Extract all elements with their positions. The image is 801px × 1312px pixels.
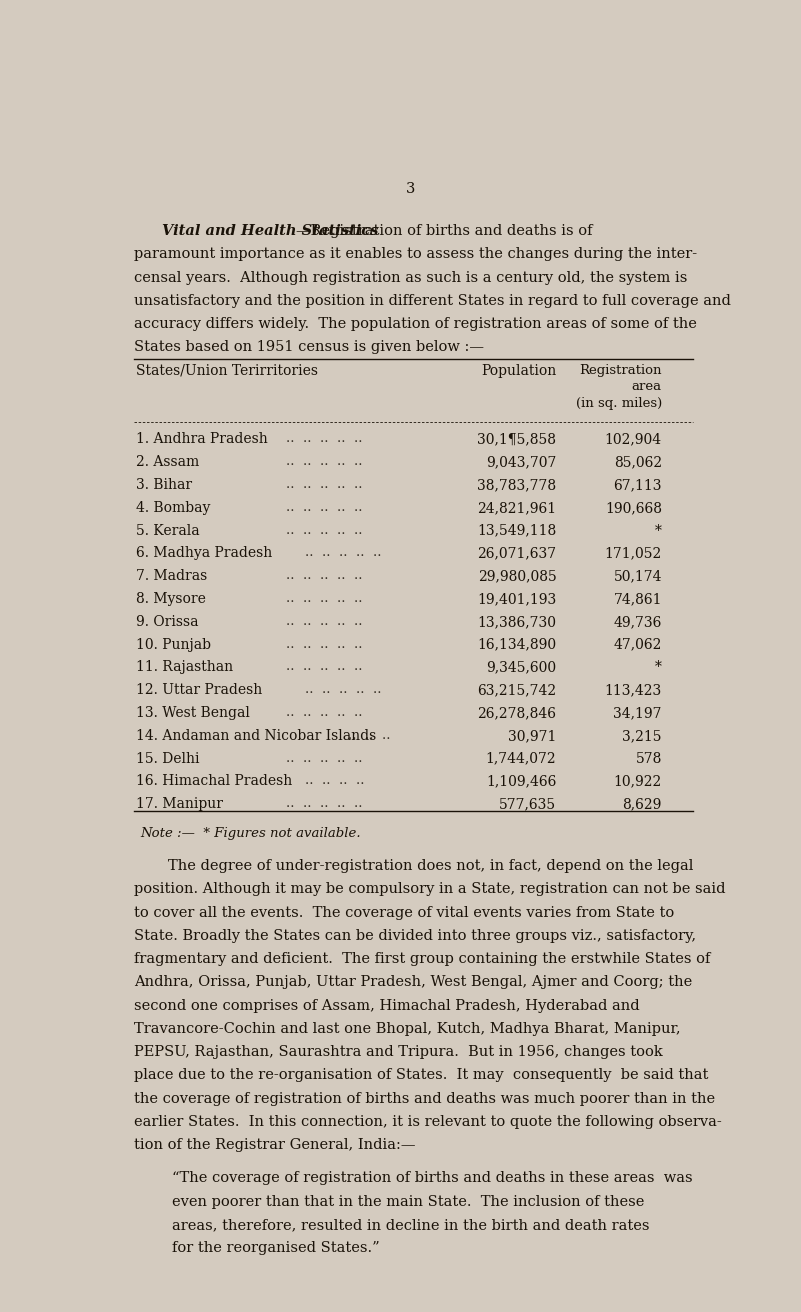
Text: 67,113: 67,113: [614, 478, 662, 492]
Text: the coverage of registration of births and deaths was much poorer than in the: the coverage of registration of births a…: [135, 1092, 715, 1106]
Text: ..  ..  ..  ..  ..: .. .. .. .. ..: [286, 798, 363, 811]
Text: *: *: [655, 523, 662, 538]
Text: to cover all the events.  The coverage of vital events varies from State to: to cover all the events. The coverage of…: [135, 905, 674, 920]
Text: earlier States.  In this connection, it is relevant to quote the following obser: earlier States. In this connection, it i…: [135, 1115, 722, 1128]
Text: ..  ..  ..  ..  ..: .. .. .. .. ..: [286, 455, 363, 468]
Text: 4. Bombay: 4. Bombay: [136, 501, 211, 514]
Text: ..  ..  ..  ..  ..: .. .. .. .. ..: [286, 660, 363, 673]
Text: ..  ..  ..  ..: .. .. .. ..: [305, 774, 364, 787]
Text: *: *: [655, 660, 662, 674]
Text: 15. Delhi: 15. Delhi: [136, 752, 199, 766]
Text: The degree of under-registration does not, in fact, depend on the legal: The degree of under-registration does no…: [168, 859, 694, 874]
Text: ..  ..  ..  ..  ..: .. .. .. .. ..: [286, 501, 363, 514]
Text: 17. Manipur: 17. Manipur: [136, 798, 223, 811]
Text: tion of the Registrar General, India:—: tion of the Registrar General, India:—: [135, 1138, 416, 1152]
Text: Vital and Health Statistics: Vital and Health Statistics: [162, 224, 379, 237]
Text: 113,423: 113,423: [605, 684, 662, 697]
Text: censal years.  Although registration as such is a century old, the system is: censal years. Although registration as s…: [135, 270, 687, 285]
Text: ..  ..  ..  ..  ..: .. .. .. .. ..: [286, 478, 363, 491]
Text: States/Union Terirritories: States/Union Terirritories: [136, 363, 318, 378]
Text: ..  ..  ..  ..  ..: .. .. .. .. ..: [286, 592, 363, 605]
Text: 19,401,193: 19,401,193: [477, 592, 557, 606]
Text: ..  ..  ..  ..  ..: .. .. .. .. ..: [305, 684, 381, 697]
Text: 3,215: 3,215: [622, 729, 662, 743]
Text: 50,174: 50,174: [614, 569, 662, 584]
Text: ..  ..  ..  ..  ..: .. .. .. .. ..: [286, 615, 363, 628]
Text: 2. Assam: 2. Assam: [136, 455, 199, 470]
Text: 1,109,466: 1,109,466: [486, 774, 557, 789]
Text: second one comprises of Assam, Himachal Pradesh, Hyderabad and: second one comprises of Assam, Himachal …: [135, 998, 640, 1013]
Text: 47,062: 47,062: [614, 638, 662, 652]
Text: 10,922: 10,922: [614, 774, 662, 789]
Text: 13,549,118: 13,549,118: [477, 523, 557, 538]
Text: 38,783,778: 38,783,778: [477, 478, 557, 492]
Text: 13,386,730: 13,386,730: [477, 615, 557, 628]
Text: 26,278,846: 26,278,846: [477, 706, 557, 720]
Text: ..  ..  ..  ..  ..: .. .. .. .. ..: [286, 569, 363, 583]
Text: 3. Bihar: 3. Bihar: [136, 478, 192, 492]
Text: 5. Kerala: 5. Kerala: [136, 523, 199, 538]
Text: 9. Orissa: 9. Orissa: [136, 615, 199, 628]
Text: 63,215,742: 63,215,742: [477, 684, 557, 697]
Text: Travancore-Cochin and last one Bhopal, Kutch, Madhya Bharat, Manipur,: Travancore-Cochin and last one Bhopal, K…: [135, 1022, 681, 1036]
Text: PEPSU, Rajasthan, Saurashtra and Tripura.  But in 1956, changes took: PEPSU, Rajasthan, Saurashtra and Tripura…: [135, 1046, 663, 1059]
Text: 74,861: 74,861: [614, 592, 662, 606]
Text: 171,052: 171,052: [605, 546, 662, 560]
Text: Andhra, Orissa, Punjab, Uttar Pradesh, West Bengal, Ajmer and Coorg; the: Andhra, Orissa, Punjab, Uttar Pradesh, W…: [135, 975, 693, 989]
Text: ..  ..  ..  ..  ..: .. .. .. .. ..: [286, 433, 363, 445]
Text: ..  ..  ..  ..  ..: .. .. .. .. ..: [305, 546, 381, 559]
Text: State. Broadly the States can be divided into three groups viz., satisfactory,: State. Broadly the States can be divided…: [135, 929, 696, 943]
Text: position. Although it may be compulsory in a State, registration can not be said: position. Although it may be compulsory …: [135, 883, 726, 896]
Text: ..  ..  ..: .. .. ..: [348, 729, 391, 741]
Text: ..  ..  ..  ..  ..: .. .. .. .. ..: [286, 638, 363, 651]
Text: 8,629: 8,629: [622, 798, 662, 811]
Text: States based on 1951 census is given below :—: States based on 1951 census is given bel…: [135, 340, 485, 354]
Text: 49,736: 49,736: [614, 615, 662, 628]
Text: 13. West Bengal: 13. West Bengal: [136, 706, 250, 720]
Text: ..  ..  ..  ..  ..: .. .. .. .. ..: [286, 706, 363, 719]
Text: fragmentary and deficient.  The first group containing the erstwhile States of: fragmentary and deficient. The first gro…: [135, 953, 710, 966]
Text: unsatisfactory and the position in different States in regard to full coverage a: unsatisfactory and the position in diffe…: [135, 294, 731, 308]
Text: 30,1¶5,858: 30,1¶5,858: [477, 433, 557, 446]
Text: areas, therefore, resulted in decline in the birth and death rates: areas, therefore, resulted in decline in…: [171, 1218, 649, 1232]
Text: for the reorganised States.”: for the reorganised States.”: [171, 1241, 379, 1256]
Text: 577,635: 577,635: [499, 798, 557, 811]
Text: 10. Punjab: 10. Punjab: [136, 638, 211, 652]
Text: Registration
area
(in sq. miles): Registration area (in sq. miles): [576, 363, 662, 409]
Text: 11. Rajasthan: 11. Rajasthan: [136, 660, 233, 674]
Text: 9,043,707: 9,043,707: [486, 455, 557, 470]
Text: 6. Madhya Pradesh: 6. Madhya Pradesh: [136, 546, 272, 560]
Text: 7. Madras: 7. Madras: [136, 569, 207, 584]
Text: accuracy differs widely.  The population of registration areas of some of the: accuracy differs widely. The population …: [135, 318, 697, 331]
Text: even poorer than that in the main State.  The inclusion of these: even poorer than that in the main State.…: [171, 1195, 644, 1208]
Text: 34,197: 34,197: [614, 706, 662, 720]
Text: Population: Population: [481, 363, 557, 378]
Text: 190,668: 190,668: [605, 501, 662, 514]
Text: 3: 3: [406, 181, 415, 195]
Text: 14. Andaman and Nicobar Islands: 14. Andaman and Nicobar Islands: [136, 729, 376, 743]
Text: paramount importance as it enables to assess the changes during the inter-: paramount importance as it enables to as…: [135, 248, 698, 261]
Text: 8. Mysore: 8. Mysore: [136, 592, 206, 606]
Text: 102,904: 102,904: [605, 433, 662, 446]
Text: 85,062: 85,062: [614, 455, 662, 470]
Text: 9,345,600: 9,345,600: [486, 660, 557, 674]
Text: ..  ..  ..  ..  ..: .. .. .. .. ..: [286, 523, 363, 537]
Text: 578: 578: [635, 752, 662, 766]
Text: 16,134,890: 16,134,890: [477, 638, 557, 652]
Text: 1. Andhra Pradesh: 1. Andhra Pradesh: [136, 433, 268, 446]
Text: 16. Himachal Pradesh: 16. Himachal Pradesh: [136, 774, 292, 789]
Text: 30,971: 30,971: [508, 729, 557, 743]
Text: 29,980,085: 29,980,085: [477, 569, 557, 584]
Text: 24,821,961: 24,821,961: [477, 501, 557, 514]
Text: —Registration of births and deaths is of: —Registration of births and deaths is of: [296, 224, 592, 237]
Text: place due to the re-organisation of States.  It may  consequently  be said that: place due to the re-organisation of Stat…: [135, 1068, 709, 1082]
Text: 26,071,637: 26,071,637: [477, 546, 557, 560]
Text: ..  ..  ..  ..  ..: .. .. .. .. ..: [286, 752, 363, 765]
Text: 1,744,072: 1,744,072: [485, 752, 557, 766]
Text: Note :—  * Figures not available.: Note :— * Figures not available.: [140, 827, 361, 840]
Text: 12. Uttar Pradesh: 12. Uttar Pradesh: [136, 684, 263, 697]
Text: “The coverage of registration of births and deaths in these areas  was: “The coverage of registration of births …: [171, 1172, 692, 1186]
